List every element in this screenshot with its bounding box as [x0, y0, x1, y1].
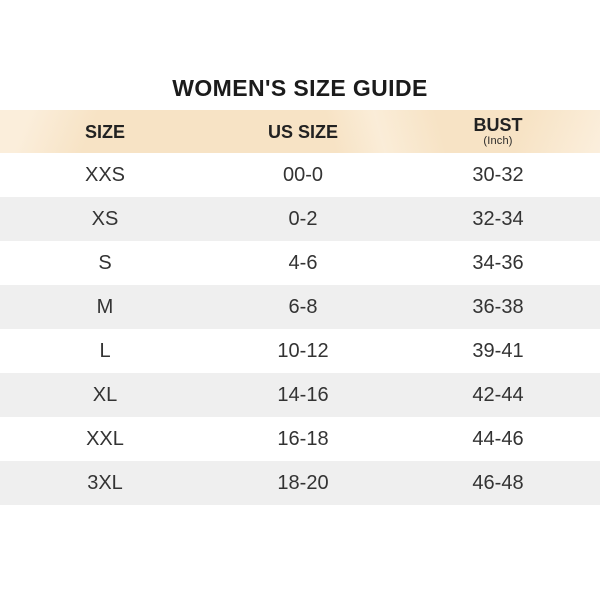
us-size-cell: 10-12: [277, 339, 329, 362]
table-row: L 10-12 39-41: [0, 329, 600, 373]
size-cell: 3XL: [87, 471, 123, 494]
table-header-row: SIZE US SIZE BUST (Inch): [0, 110, 600, 153]
us-size-cell: 6-8: [288, 295, 318, 318]
column-header-size: SIZE: [0, 123, 210, 141]
table-row: XXS 00-0 30-32: [0, 153, 600, 197]
column-header-bust-unit: (Inch): [483, 135, 513, 147]
table-row: XXL 16-18 44-46: [0, 417, 600, 461]
column-header-bust-label: BUST: [473, 115, 523, 135]
page-title: WOMEN'S SIZE GUIDE: [172, 75, 428, 101]
table-row: M 6-8 36-38: [0, 285, 600, 329]
us-size-cell: 18-20: [277, 471, 329, 494]
size-guide-table: SIZE US SIZE BUST (Inch) XXS 00-0 30-32 …: [0, 110, 600, 505]
size-cell: XXS: [84, 163, 126, 186]
bust-cell: 34-36: [472, 251, 524, 274]
column-header-size-label: SIZE: [84, 121, 125, 142]
bust-cell: 44-46: [472, 427, 524, 450]
size-cell: XL: [92, 383, 118, 406]
bust-cell: 30-32: [472, 163, 524, 186]
column-header-bust: BUST (Inch): [396, 116, 600, 147]
us-size-cell: 0-2: [288, 207, 318, 230]
size-cell: L: [99, 339, 111, 362]
column-header-us-size: US SIZE: [210, 123, 396, 141]
table-row: XS 0-2 32-34: [0, 197, 600, 241]
bust-cell: 36-38: [472, 295, 524, 318]
bust-cell: 32-34: [472, 207, 524, 230]
size-cell: S: [98, 251, 112, 274]
size-cell: XS: [91, 207, 119, 230]
table-body: XXS 00-0 30-32 XS 0-2 32-34 S 4-6 34-36 …: [0, 153, 600, 505]
table-row: XL 14-16 42-44: [0, 373, 600, 417]
us-size-cell: 16-18: [277, 427, 329, 450]
us-size-cell: 00-0: [282, 163, 324, 186]
size-cell: M: [96, 295, 114, 318]
table-row: 3XL 18-20 46-48: [0, 461, 600, 505]
us-size-cell: 14-16: [277, 383, 329, 406]
column-header-us-size-label: US SIZE: [267, 121, 338, 142]
bust-cell: 46-48: [472, 471, 524, 494]
bust-cell: 39-41: [472, 339, 524, 362]
bust-cell: 42-44: [472, 383, 524, 406]
us-size-cell: 4-6: [288, 251, 318, 274]
table-row: S 4-6 34-36: [0, 241, 600, 285]
size-cell: XXL: [86, 427, 124, 450]
